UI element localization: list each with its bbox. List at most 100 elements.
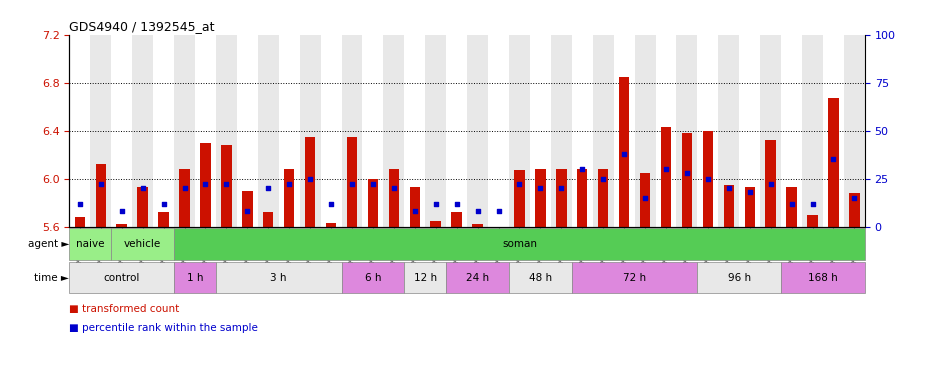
Bar xyxy=(216,262,341,293)
Bar xyxy=(536,169,546,227)
Bar xyxy=(341,262,404,293)
Bar xyxy=(430,220,441,227)
Point xyxy=(387,185,401,191)
Bar xyxy=(91,35,111,227)
Bar xyxy=(781,262,865,293)
Bar xyxy=(138,187,148,227)
Bar xyxy=(117,224,127,227)
Bar xyxy=(95,164,106,227)
Bar xyxy=(258,35,278,227)
Point xyxy=(115,208,130,214)
Text: 1 h: 1 h xyxy=(187,273,204,283)
Point xyxy=(93,181,108,187)
Bar xyxy=(216,35,237,227)
Bar xyxy=(404,35,426,227)
Bar xyxy=(593,35,613,227)
Bar xyxy=(426,35,446,227)
Point xyxy=(491,208,506,214)
Point xyxy=(554,185,569,191)
Text: vehicle: vehicle xyxy=(124,239,161,249)
Bar xyxy=(300,35,321,227)
Bar xyxy=(368,179,378,227)
Point xyxy=(826,156,841,162)
Point xyxy=(470,208,485,214)
Bar xyxy=(451,212,462,227)
Text: naive: naive xyxy=(76,239,105,249)
Bar xyxy=(739,35,760,227)
Bar xyxy=(745,187,755,227)
Bar xyxy=(305,137,315,227)
Bar xyxy=(640,172,650,227)
Bar xyxy=(781,35,802,227)
Text: control: control xyxy=(104,273,140,283)
Text: GDS4940 / 1392545_at: GDS4940 / 1392545_at xyxy=(69,20,215,33)
Point xyxy=(219,181,234,187)
Point xyxy=(365,181,380,187)
Point xyxy=(450,200,464,207)
Point xyxy=(680,170,695,176)
Bar xyxy=(786,187,796,227)
Text: 96 h: 96 h xyxy=(728,273,751,283)
Bar xyxy=(263,212,274,227)
Bar xyxy=(766,140,776,227)
Point xyxy=(261,185,276,191)
Bar xyxy=(760,35,781,227)
Bar xyxy=(509,262,572,293)
Bar xyxy=(572,35,593,227)
Bar xyxy=(363,35,383,227)
Bar xyxy=(174,35,195,227)
Bar xyxy=(284,169,294,227)
Bar xyxy=(823,35,844,227)
Point xyxy=(700,175,715,182)
Bar xyxy=(703,131,713,227)
Point xyxy=(282,181,297,187)
Point xyxy=(324,200,339,207)
Point xyxy=(345,181,360,187)
Point xyxy=(617,151,632,157)
Bar xyxy=(179,169,190,227)
Text: 3 h: 3 h xyxy=(270,273,287,283)
Point xyxy=(574,166,589,172)
Point xyxy=(784,200,799,207)
Bar xyxy=(844,35,865,227)
Bar xyxy=(410,187,420,227)
Bar xyxy=(347,137,357,227)
Text: ■ percentile rank within the sample: ■ percentile rank within the sample xyxy=(69,323,258,333)
Bar xyxy=(556,169,566,227)
Text: soman: soman xyxy=(502,239,536,249)
Bar xyxy=(69,35,91,227)
Bar xyxy=(697,262,781,293)
Point xyxy=(847,195,862,201)
Bar xyxy=(514,170,524,227)
Bar xyxy=(446,262,509,293)
Point xyxy=(533,185,548,191)
Bar xyxy=(174,228,865,260)
Bar xyxy=(488,35,509,227)
Point xyxy=(637,195,652,201)
Text: ■ transformed count: ■ transformed count xyxy=(69,304,179,314)
Bar xyxy=(676,35,697,227)
Bar xyxy=(242,190,253,227)
Bar xyxy=(467,35,488,227)
Point xyxy=(743,189,758,195)
Bar xyxy=(111,228,174,260)
Bar xyxy=(154,35,174,227)
Bar xyxy=(697,35,719,227)
Point xyxy=(156,200,171,207)
Bar xyxy=(383,35,404,227)
Point xyxy=(177,185,191,191)
Point xyxy=(302,175,317,182)
Bar xyxy=(828,98,839,227)
Bar xyxy=(75,217,85,227)
Bar xyxy=(69,262,174,293)
Text: 72 h: 72 h xyxy=(623,273,647,283)
Text: time ►: time ► xyxy=(34,273,69,283)
Bar xyxy=(200,142,211,227)
Point xyxy=(428,200,443,207)
Point xyxy=(763,181,778,187)
Point xyxy=(596,175,611,182)
Bar xyxy=(660,127,672,227)
Point xyxy=(198,181,213,187)
Bar xyxy=(509,35,530,227)
Bar xyxy=(111,35,132,227)
